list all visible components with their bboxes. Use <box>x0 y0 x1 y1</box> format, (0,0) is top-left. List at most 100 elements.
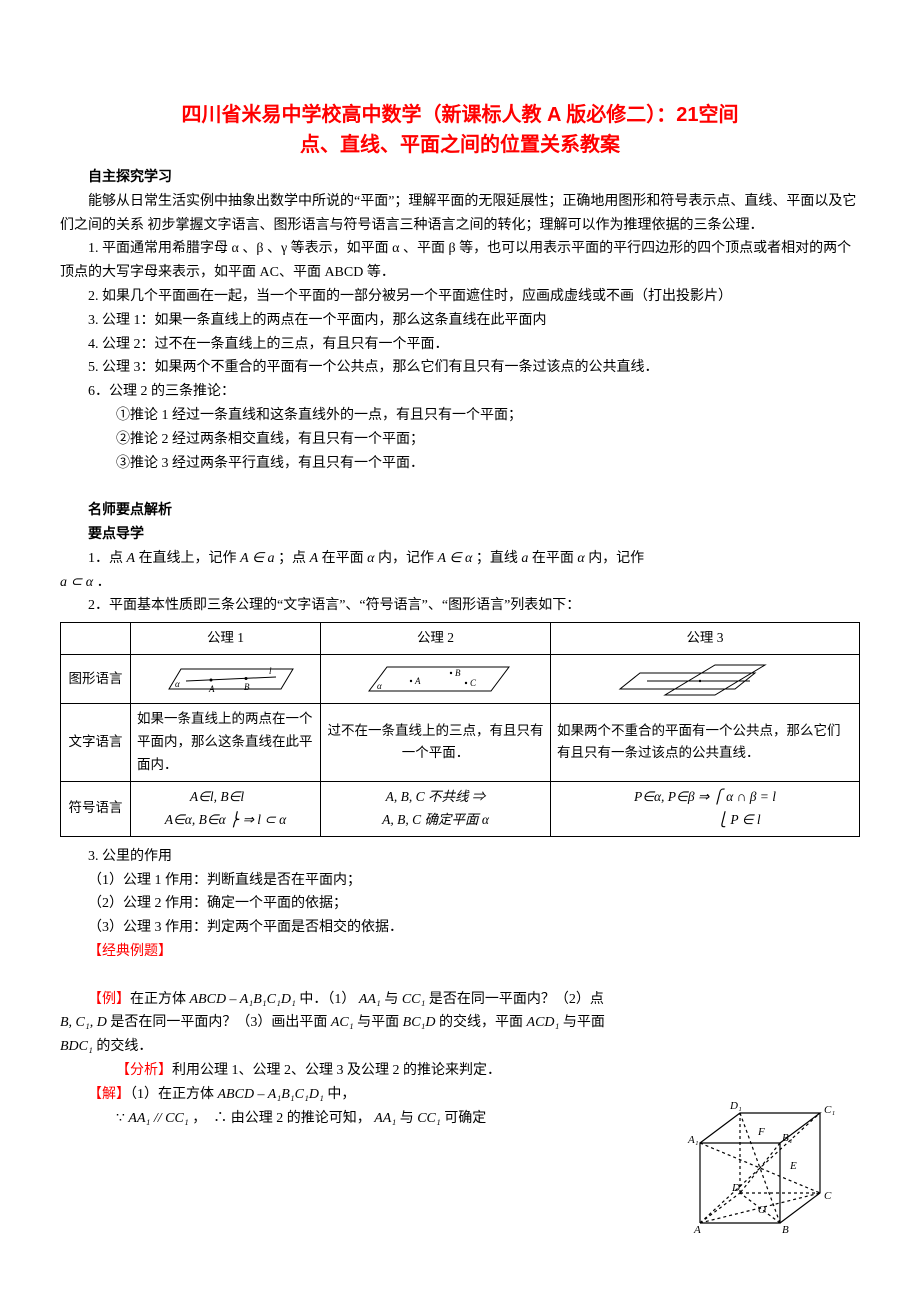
svg-text:A: A <box>693 1224 701 1233</box>
txt: ∵ <box>116 1111 128 1126</box>
table-symbol-row: 符号语言 A∈l, B∈l A∈α, B∈α ⎬ ⇒ l ⊂ α A, B, C… <box>61 781 860 836</box>
row-label-diagram: 图形语言 <box>61 655 131 704</box>
svg-text:B: B <box>782 1224 789 1233</box>
svg-text:B₁: B₁ <box>782 1132 793 1144</box>
row-label-word: 文字语言 <box>61 704 131 782</box>
title-line2: 点、直线、平面之间的位置关系教案 <box>300 134 620 156</box>
svg-text:l: l <box>269 666 272 676</box>
math: B, C₁, D <box>60 1015 107 1030</box>
math-A: A <box>127 551 136 566</box>
th-axiom2: 公理 2 <box>321 623 551 655</box>
txt: （1）在正方体 <box>130 1087 218 1102</box>
txt: 在正方体 <box>130 992 190 1007</box>
row-label-symbol: 符号语言 <box>61 781 131 836</box>
txt: 中．（1） <box>296 992 359 1007</box>
txt: 利用公理 1、公理 2、公理 3 及公理 2 的推论来判定． <box>172 1063 501 1078</box>
word-axiom2: 过不在一条直线上的三点，有且只有一个平面． <box>321 704 551 782</box>
txt: 的交线，平面 <box>436 1015 527 1030</box>
txt: 内，记作 <box>585 551 645 566</box>
cube-diagram: A B C D A₁ B₁ C₁ D₁ O E F <box>670 1073 850 1233</box>
txt: 是否在同一平面内？（2）点 <box>425 992 604 1007</box>
math: BDC₁ <box>60 1039 93 1054</box>
axiom-role-1: （1）公理 1 作用：判断直线是否在平面内； <box>60 869 860 893</box>
title-line1: 四川省米易中学校高中数学（新课标人教 A 版必修二）：21空间 <box>181 104 738 126</box>
axioms-table: 公理 1 公理 2 公理 3 图形语言 A B l α A <box>60 622 860 837</box>
math: AA₁ <box>359 992 381 1007</box>
math: AA₁ // CC₁ <box>128 1111 188 1126</box>
math: AA₁ <box>374 1111 396 1126</box>
examples-heading: 【经典例题】 <box>60 940 860 964</box>
svg-text:E: E <box>789 1160 797 1172</box>
list-item-4: 4. 公理 2：过不在一条直线上的三点，有且只有一个平面． <box>60 333 860 357</box>
svg-text:D: D <box>731 1182 740 1194</box>
section-2-heading: 名师要点解析 <box>60 499 860 523</box>
txt: 在平面 <box>528 551 577 566</box>
diagram-axiom2: A B C α <box>321 655 551 704</box>
analysis-tag: 【分析】 <box>116 1063 172 1078</box>
th-axiom1: 公理 1 <box>131 623 321 655</box>
math: BC₁D <box>403 1015 436 1030</box>
table-header-row: 公理 1 公理 2 公理 3 <box>61 623 860 655</box>
txt: ， ∴ 由公理 2 的推论可知， <box>189 1111 375 1126</box>
list-item-6b: ②推论 2 经过两条相交直线，有且只有一个平面； <box>60 428 860 452</box>
txt: 在平面 <box>318 551 367 566</box>
diagram-axiom1: A B l α <box>131 655 321 704</box>
svg-text:C: C <box>470 678 477 688</box>
table-intro: 2．平面基本性质即三条公理的“文字语言”、“符号语言”、“图形语言”列表如下： <box>60 594 860 618</box>
solution-tag: 【解】 <box>88 1087 130 1102</box>
svg-text:B: B <box>455 668 461 678</box>
diagram-axiom3 <box>551 655 860 704</box>
svg-text:C₁: C₁ <box>824 1104 835 1116</box>
math: ABCD – A₁B₁C₁D₁ <box>190 992 296 1007</box>
svg-text:B: B <box>244 682 250 692</box>
svg-text:O: O <box>758 1204 766 1216</box>
svg-text:α: α <box>175 679 180 689</box>
txt: 在直线上，记作 <box>135 551 240 566</box>
axiom-roles-head: 3. 公里的作用 <box>60 845 860 869</box>
svg-text:α: α <box>377 681 382 691</box>
svg-text:D₁: D₁ <box>729 1100 742 1112</box>
example-tag: 【例】 <box>88 992 130 1007</box>
symbol-axiom1: A∈l, B∈l A∈α, B∈α ⎬ ⇒ l ⊂ α <box>131 781 321 836</box>
point-notation-line-2: a ⊂ α ． <box>60 571 860 595</box>
word-axiom3: 如果两个不重合的平面有一个公共点，那么它们有且只有一条过该点的公共直线． <box>551 704 860 782</box>
th-blank <box>61 623 131 655</box>
txt: 与平面 <box>354 1015 403 1030</box>
example-question: 【例】在正方体 ABCD – A₁B₁C₁D₁ 中．（1） AA₁ 与 CC₁ … <box>60 988 860 1012</box>
txt: ． <box>93 575 111 590</box>
example-question-cont2: BDC₁ 的交线． <box>60 1035 860 1059</box>
section-1-heading: 自主探究学习 <box>60 166 860 190</box>
list-item-6: 6．公理 2 的三条推论： <box>60 380 860 404</box>
svg-text:A: A <box>208 684 215 694</box>
txt: 与 <box>381 992 402 1007</box>
math: CC₁ <box>417 1111 441 1126</box>
svg-text:C: C <box>824 1190 832 1202</box>
list-item-5: 5. 公理 3：如果两个不重合的平面有一个公共点，那么它们有且只有一条过该点的公… <box>60 356 860 380</box>
math: ACD₁ <box>527 1015 560 1030</box>
list-item-6a: ①推论 1 经过一条直线和这条直线外的一点，有且只有一个平面； <box>60 404 860 428</box>
list-item-3: 3. 公理 1：如果一条直线上的两点在一个平面内，那么这条直线在此平面内 <box>60 309 860 333</box>
list-item-2: 2. 如果几个平面画在一起，当一个平面的一部分被另一个平面遮住时，应画成虚线或不… <box>60 285 860 309</box>
axiom-role-3: （3）公理 3 作用：判定两个平面是否相交的依据． <box>60 916 860 940</box>
txt: 1．点 <box>88 551 127 566</box>
math-A: A <box>310 551 319 566</box>
txt: 的交线． <box>93 1039 153 1054</box>
txt: 是否在同一平面内？（3）画出平面 <box>107 1015 331 1030</box>
example-question-cont: B, C₁, D 是否在同一平面内？（3）画出平面 AC₁ 与平面 BC₁D 的… <box>60 1011 860 1035</box>
math-alpha: α <box>577 551 584 566</box>
svg-text:A₁: A₁ <box>687 1134 699 1146</box>
symbol-axiom2: A, B, C 不共线 ⇒ A, B, C 确定平面 α <box>321 781 551 836</box>
math: A ∈ a <box>240 551 275 566</box>
section-2-subheading: 要点导学 <box>60 523 860 547</box>
txt: 内，记作 <box>374 551 437 566</box>
list-item-6c: ③推论 3 经过两条平行直线，有且只有一个平面． <box>60 452 860 476</box>
list-item-1: 1. 平面通常用希腊字母 α 、β 、γ 等表示，如平面 α 、平面 β 等，也… <box>60 237 860 285</box>
symbol-axiom3: P∈α, P∈β ⇒ ⎧ α ∩ β = l ⎩ P ∈ l <box>551 781 860 836</box>
section-1-paragraph: 能够从日常生活实例中抽象出数学中所说的“平面”；理解平面的无限延展性；正确地用图… <box>60 190 860 238</box>
th-axiom3: 公理 3 <box>551 623 860 655</box>
txt: 与 <box>396 1111 417 1126</box>
txt: 中， <box>324 1087 356 1102</box>
axiom-role-2: （2）公理 2 作用：确定一个平面的依据； <box>60 892 860 916</box>
math: A ∈ α <box>437 551 472 566</box>
math: CC₁ <box>402 992 426 1007</box>
